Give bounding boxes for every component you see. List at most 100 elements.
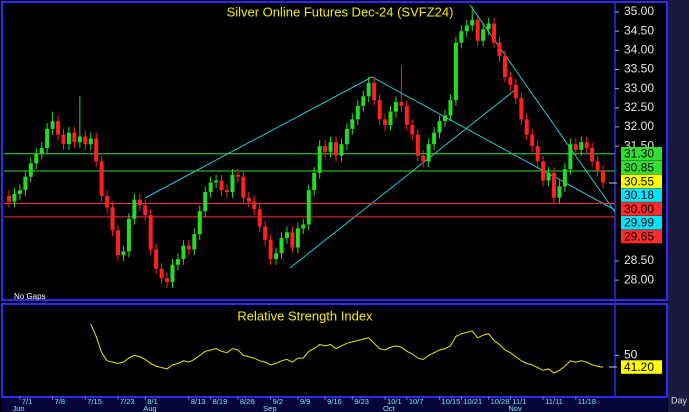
candle-body: [192, 234, 197, 250]
candle-body: [497, 42, 502, 57]
right-strip: [668, 0, 689, 412]
candle-body: [426, 144, 431, 162]
candle-body: [77, 136, 82, 143]
candle-body: [284, 232, 289, 238]
candle-body: [464, 25, 469, 32]
candle-body: [268, 239, 273, 260]
y-tick-label: 32.50: [624, 100, 654, 114]
x-tick-label: 9/2: [273, 397, 283, 406]
candle-body: [143, 205, 148, 216]
candle-body: [208, 182, 213, 193]
candle-body: [323, 146, 328, 152]
trendline: [289, 89, 516, 269]
candle-body: [126, 218, 131, 252]
candle-body: [475, 19, 480, 41]
candle-body: [159, 268, 164, 279]
x-tick-label: 11/1: [512, 397, 526, 406]
candle-body: [312, 172, 317, 191]
y-tick-label: 50: [624, 348, 638, 362]
x-tick-label: 10/21: [463, 397, 482, 406]
candle-body: [601, 170, 606, 183]
x-tick-label: 10/1: [387, 397, 402, 406]
level-label: 30.85: [624, 160, 654, 174]
candle-body: [137, 199, 142, 206]
candle-body: [72, 132, 77, 143]
candle-body: [306, 190, 311, 225]
candle-body: [83, 136, 88, 145]
candle-body: [486, 23, 491, 30]
candle-body: [301, 224, 306, 229]
level-box: [621, 174, 662, 189]
candle-body: [399, 102, 404, 106]
candle-body: [7, 195, 11, 202]
level-box: [621, 147, 662, 161]
y-tick-label: 35.00: [624, 4, 654, 18]
candle-body: [448, 100, 453, 116]
candle-body: [50, 121, 55, 129]
candle-body: [290, 232, 295, 248]
x-tick-label: 7/23: [120, 397, 135, 406]
x-tick-label: 7/1: [22, 397, 32, 406]
rsi-line: [90, 324, 604, 374]
x-tick-label: 10/7: [409, 397, 424, 406]
candle-body: [219, 180, 224, 191]
candle-body: [295, 228, 300, 248]
candle-body: [524, 119, 529, 135]
month-label: Sep: [263, 404, 276, 412]
candle-body: [203, 192, 208, 212]
candle-body: [530, 134, 535, 147]
candle-body: [415, 134, 420, 156]
candle-body: [148, 215, 153, 250]
candle-body: [23, 176, 28, 191]
candle-body: [197, 211, 202, 235]
x-tick-label: 7/15: [87, 397, 102, 406]
candle-body: [481, 29, 486, 41]
y-tick-label: 33.00: [624, 81, 654, 95]
candle-body: [339, 144, 344, 156]
candle-body: [361, 96, 366, 106]
month-label: Oct: [383, 404, 396, 412]
candle-body: [110, 207, 115, 231]
month-label: Aug: [143, 404, 156, 412]
chart-title: Silver Online Futures Dec-24 (SVFZ24): [227, 4, 454, 19]
candle-body: [562, 169, 567, 187]
level-label: 29.99: [624, 216, 654, 230]
candle-body: [470, 19, 475, 26]
candle-body: [181, 245, 186, 260]
candle-body: [453, 42, 458, 101]
candle-body: [61, 134, 66, 145]
candle-body: [66, 132, 71, 145]
level-box: [621, 202, 662, 216]
candle-body: [105, 195, 110, 208]
candle-body: [584, 142, 589, 148]
candle-body: [175, 259, 180, 265]
candle-body: [235, 174, 240, 177]
candle-body: [17, 190, 22, 194]
candle-body: [377, 100, 382, 120]
candle-body: [34, 153, 39, 164]
candle-body: [350, 119, 355, 129]
level-label: 30.18: [624, 188, 654, 202]
level-box: [621, 229, 662, 244]
x-tick-label: 8/13: [191, 397, 206, 406]
arrows: [609, 182, 617, 368]
candle-body: [372, 82, 377, 101]
y-tick-label: 34.00: [624, 43, 654, 57]
level-label: 31.30: [624, 147, 654, 161]
candle-body: [56, 121, 61, 135]
y-tick-label: 34.50: [624, 23, 654, 37]
level-label: 30.00: [624, 202, 654, 216]
x-tick-label: 10/28: [491, 397, 510, 406]
candle-body: [519, 98, 524, 120]
x-tick-label: 9/9: [300, 397, 310, 406]
candle-body: [344, 128, 349, 145]
rsi-frame: [1, 303, 668, 398]
candle-body: [94, 138, 99, 162]
candle-body: [88, 138, 93, 145]
candle-body: [132, 199, 137, 219]
y-tick-label: 28.50: [624, 253, 654, 267]
trendline: [371, 76, 616, 211]
candle-body: [383, 119, 388, 126]
